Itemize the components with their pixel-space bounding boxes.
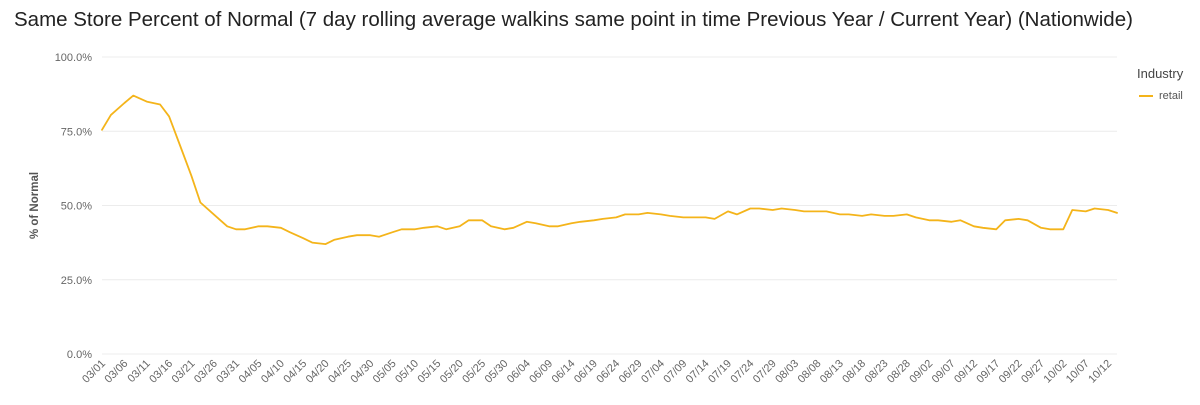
legend-label: retail — [1159, 90, 1183, 102]
x-tick-label: 09/17 — [974, 358, 1002, 386]
y-tick-label: 0.0% — [67, 349, 92, 361]
x-tick-label: 05/05 — [371, 358, 399, 386]
y-tick-label: 100.0% — [55, 52, 93, 64]
x-tick-label: 03/16 — [147, 358, 175, 386]
series-line-retail — [101, 94, 1118, 246]
x-tick-label: 09/27 — [1019, 358, 1047, 386]
x-tick-label: 07/29 — [751, 358, 779, 386]
x-tick-label: 03/31 — [214, 358, 242, 386]
x-tick-label: 08/28 — [885, 358, 913, 386]
x-tick-label: 05/10 — [393, 358, 421, 386]
x-tick-label: 05/20 — [438, 358, 466, 386]
x-tick-label: 08/18 — [840, 358, 868, 386]
x-tick-label: 06/29 — [617, 358, 645, 386]
x-tick-label: 03/01 — [80, 358, 108, 386]
legend-title: Industry — [1137, 66, 1184, 81]
x-tick-label: 10/07 — [1064, 358, 1092, 386]
x-tick-label: 04/10 — [259, 358, 287, 386]
x-tick-label: 07/09 — [661, 358, 689, 386]
x-tick-label: 06/24 — [594, 358, 622, 386]
x-tick-label: 07/14 — [684, 358, 712, 386]
x-tick-label: 03/21 — [170, 358, 198, 386]
x-tick-label: 04/25 — [326, 358, 354, 386]
x-tick-label: 07/04 — [639, 358, 667, 386]
x-tick-label: 05/25 — [460, 358, 488, 386]
x-tick-label: 08/03 — [773, 358, 801, 386]
x-tick-label: 07/24 — [729, 358, 757, 386]
x-tick-label: 04/05 — [237, 358, 265, 386]
x-tick-label: 06/19 — [572, 358, 600, 386]
x-tick-label: 09/07 — [930, 358, 958, 386]
x-tick-label: 06/14 — [550, 358, 578, 386]
x-tick-label: 09/12 — [952, 358, 980, 386]
x-tick-label: 05/15 — [416, 358, 444, 386]
x-tick-label: 06/09 — [527, 358, 555, 386]
x-tick-label: 08/13 — [818, 358, 846, 386]
y-axis-title: % of Normal — [29, 172, 41, 239]
x-tick-label: 09/02 — [907, 358, 935, 386]
x-tick-label: 04/20 — [304, 358, 332, 386]
x-tick-label: 10/02 — [1042, 358, 1070, 386]
x-tick-label: 04/30 — [348, 358, 376, 386]
x-tick-label: 03/06 — [103, 358, 131, 386]
x-tick-label: 03/11 — [125, 358, 152, 385]
chart-title: Same Store Percent of Normal (7 day roll… — [14, 8, 1133, 31]
x-tick-label: 06/04 — [505, 358, 533, 386]
x-tick-label: 08/08 — [796, 358, 824, 386]
y-tick-label: 75.0% — [61, 126, 92, 138]
legend-swatch — [1139, 95, 1153, 97]
x-tick-label: 09/22 — [997, 358, 1025, 386]
y-tick-label: 50.0% — [61, 201, 92, 213]
x-tick-label: 03/26 — [192, 358, 220, 386]
x-tick-label: 04/15 — [281, 358, 309, 386]
x-tick-label: 07/19 — [706, 358, 734, 386]
x-tick-label: 10/12 — [1086, 358, 1114, 386]
y-tick-label: 25.0% — [61, 275, 92, 287]
x-tick-label: 05/30 — [483, 358, 511, 386]
x-tick-label: 08/23 — [863, 358, 891, 386]
legend-item-retail[interactable]: retail — [1139, 89, 1183, 103]
